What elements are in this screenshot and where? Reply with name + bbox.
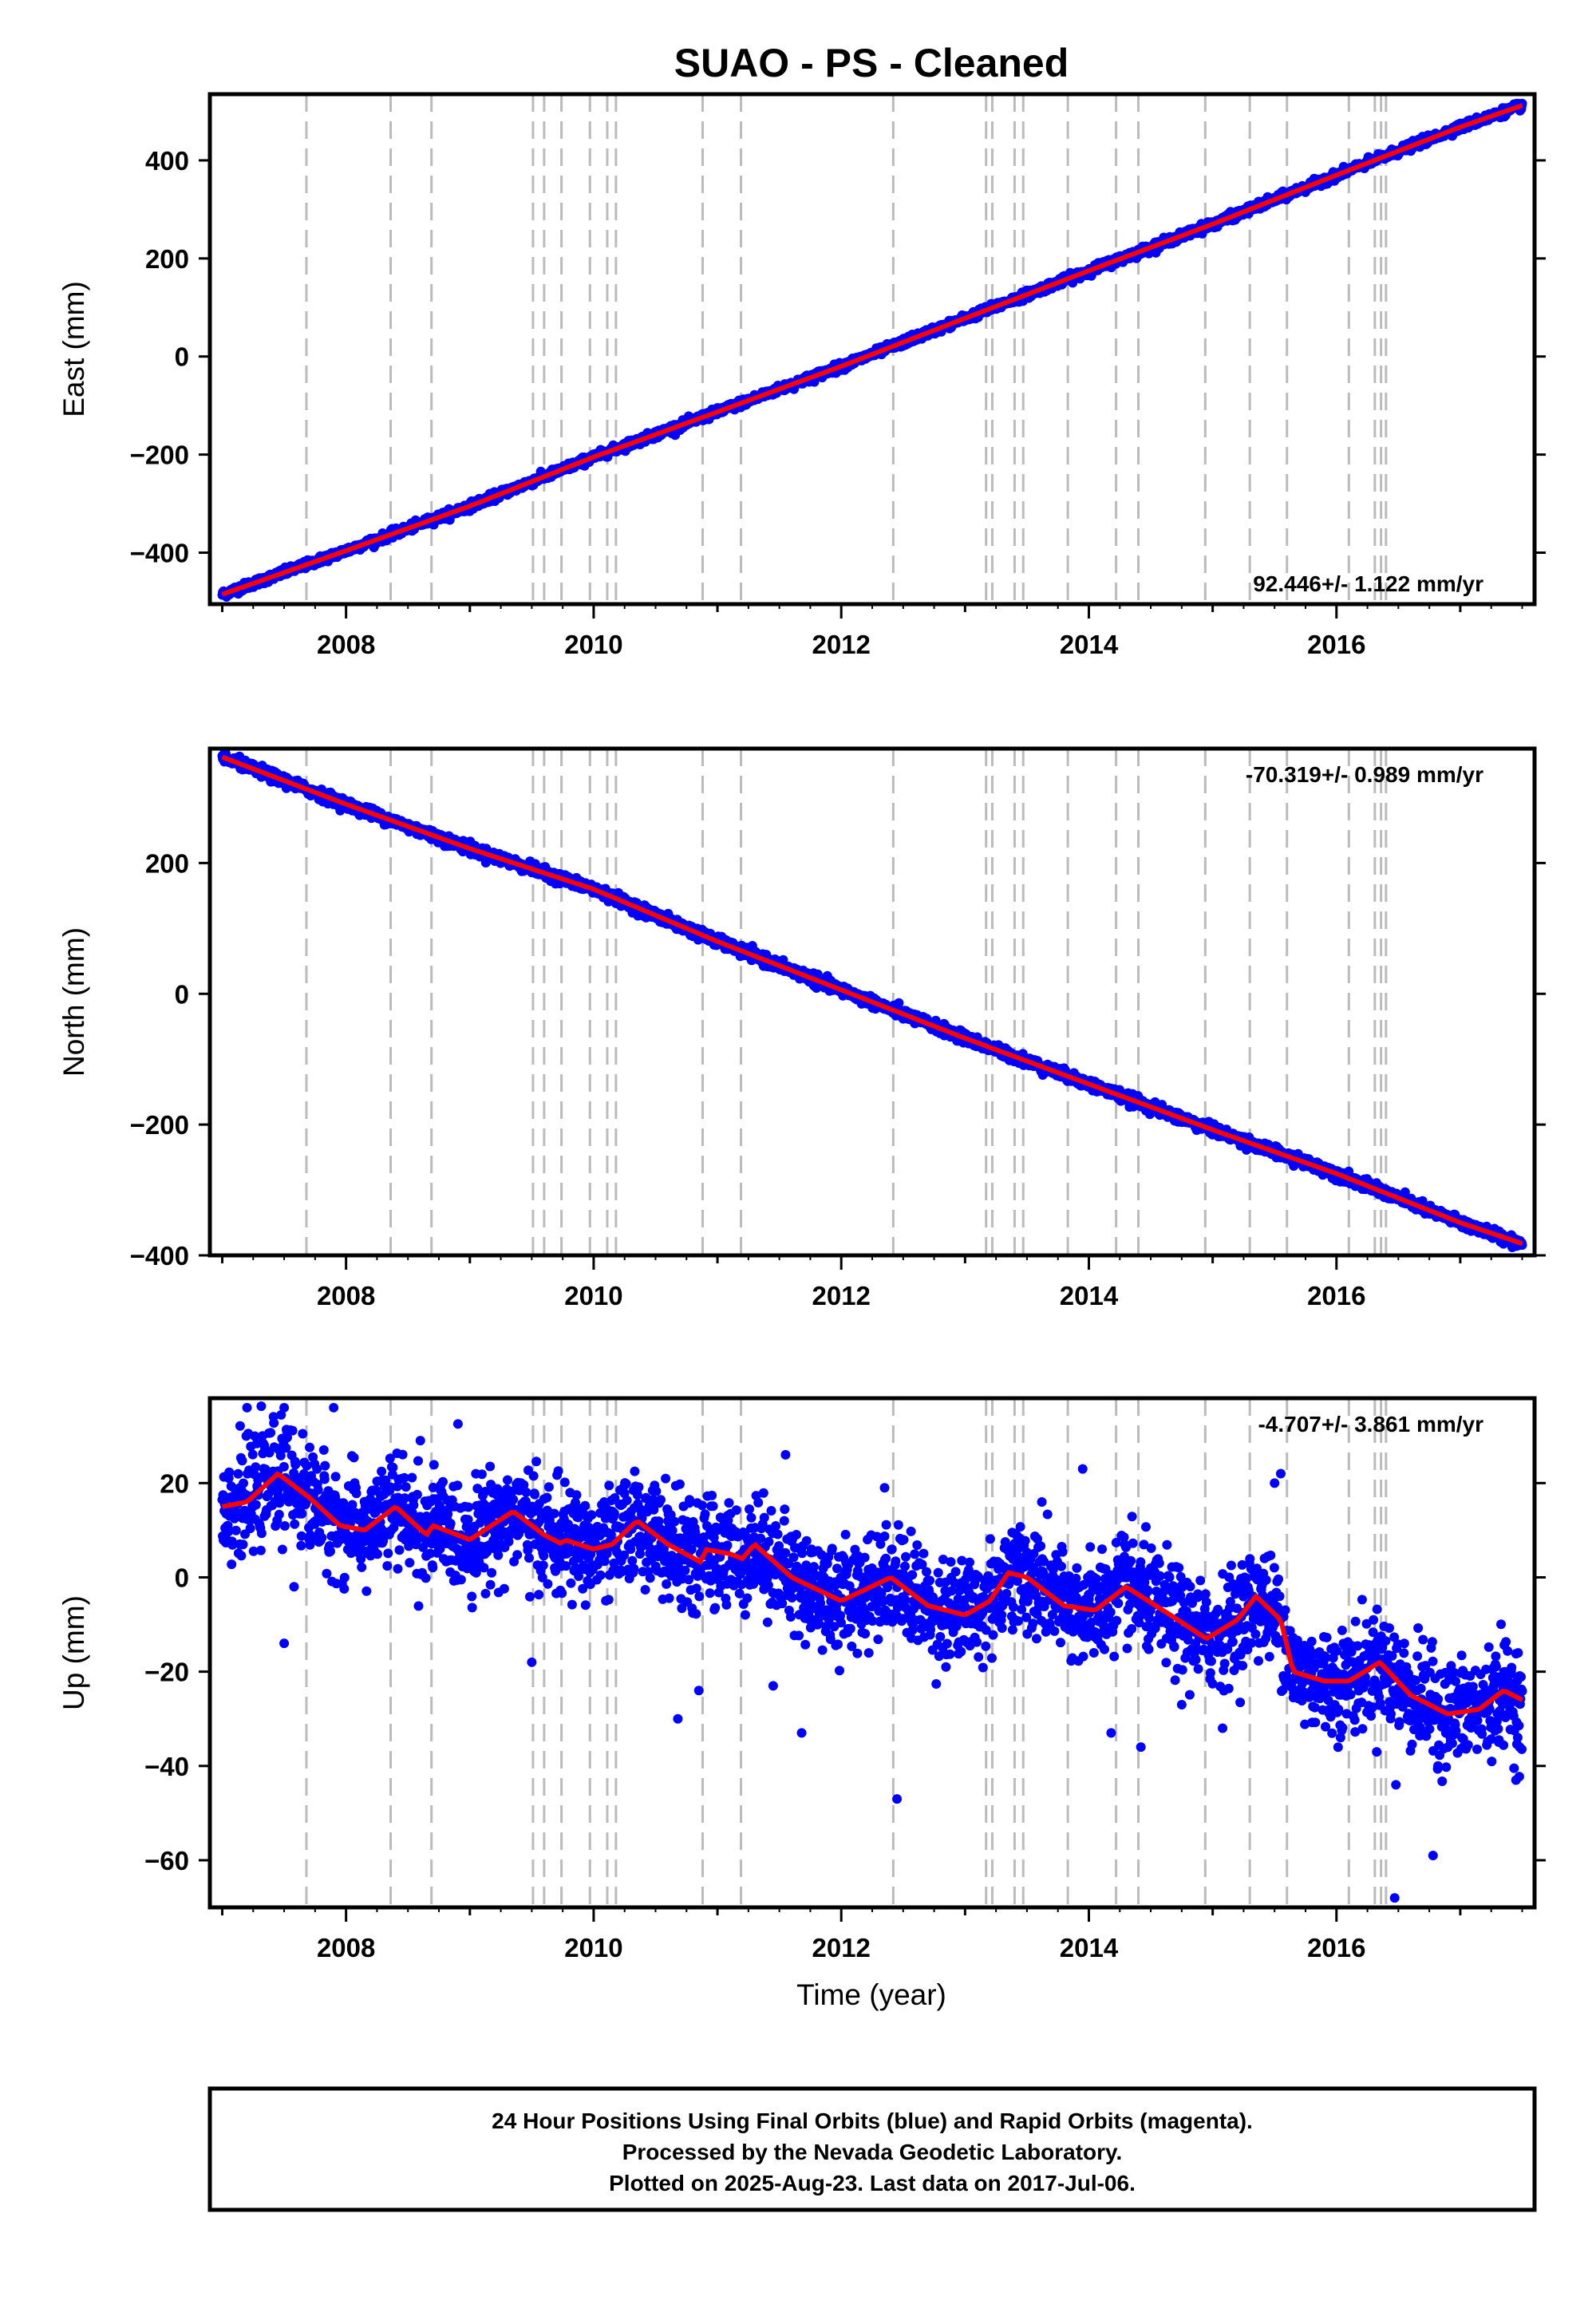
x-tick-label: 2012 (812, 630, 871, 659)
x-tick-label: 2010 (564, 630, 622, 659)
data-point (894, 998, 904, 1008)
data-points (217, 749, 1527, 1252)
y-tick-label: −200 (130, 441, 189, 470)
event-lines (305, 749, 1388, 1255)
y-tick-label: 400 (145, 146, 189, 176)
y-axis-label: East (mm) (57, 281, 90, 417)
figure-title: SUAO - PS - Cleaned (674, 41, 1069, 85)
x-axis-ticks (221, 604, 1523, 619)
x-tick-label: 2008 (317, 630, 375, 659)
event-lines (305, 94, 1388, 604)
velocity-label: 92.446+/- 1.122 mm/yr (1253, 571, 1483, 596)
y-tick-label: 200 (145, 244, 189, 274)
y-tick-label: −400 (130, 538, 189, 567)
x-tick-label: 2016 (1307, 630, 1365, 659)
y-tick-label: 0 (175, 342, 189, 372)
east-panel: −400 −200 0 200 400 2008 2010 2012 2014 2016 East … (57, 92, 1546, 659)
x-tick-label: 2014 (1060, 630, 1119, 659)
model-fit-line (221, 103, 1523, 597)
